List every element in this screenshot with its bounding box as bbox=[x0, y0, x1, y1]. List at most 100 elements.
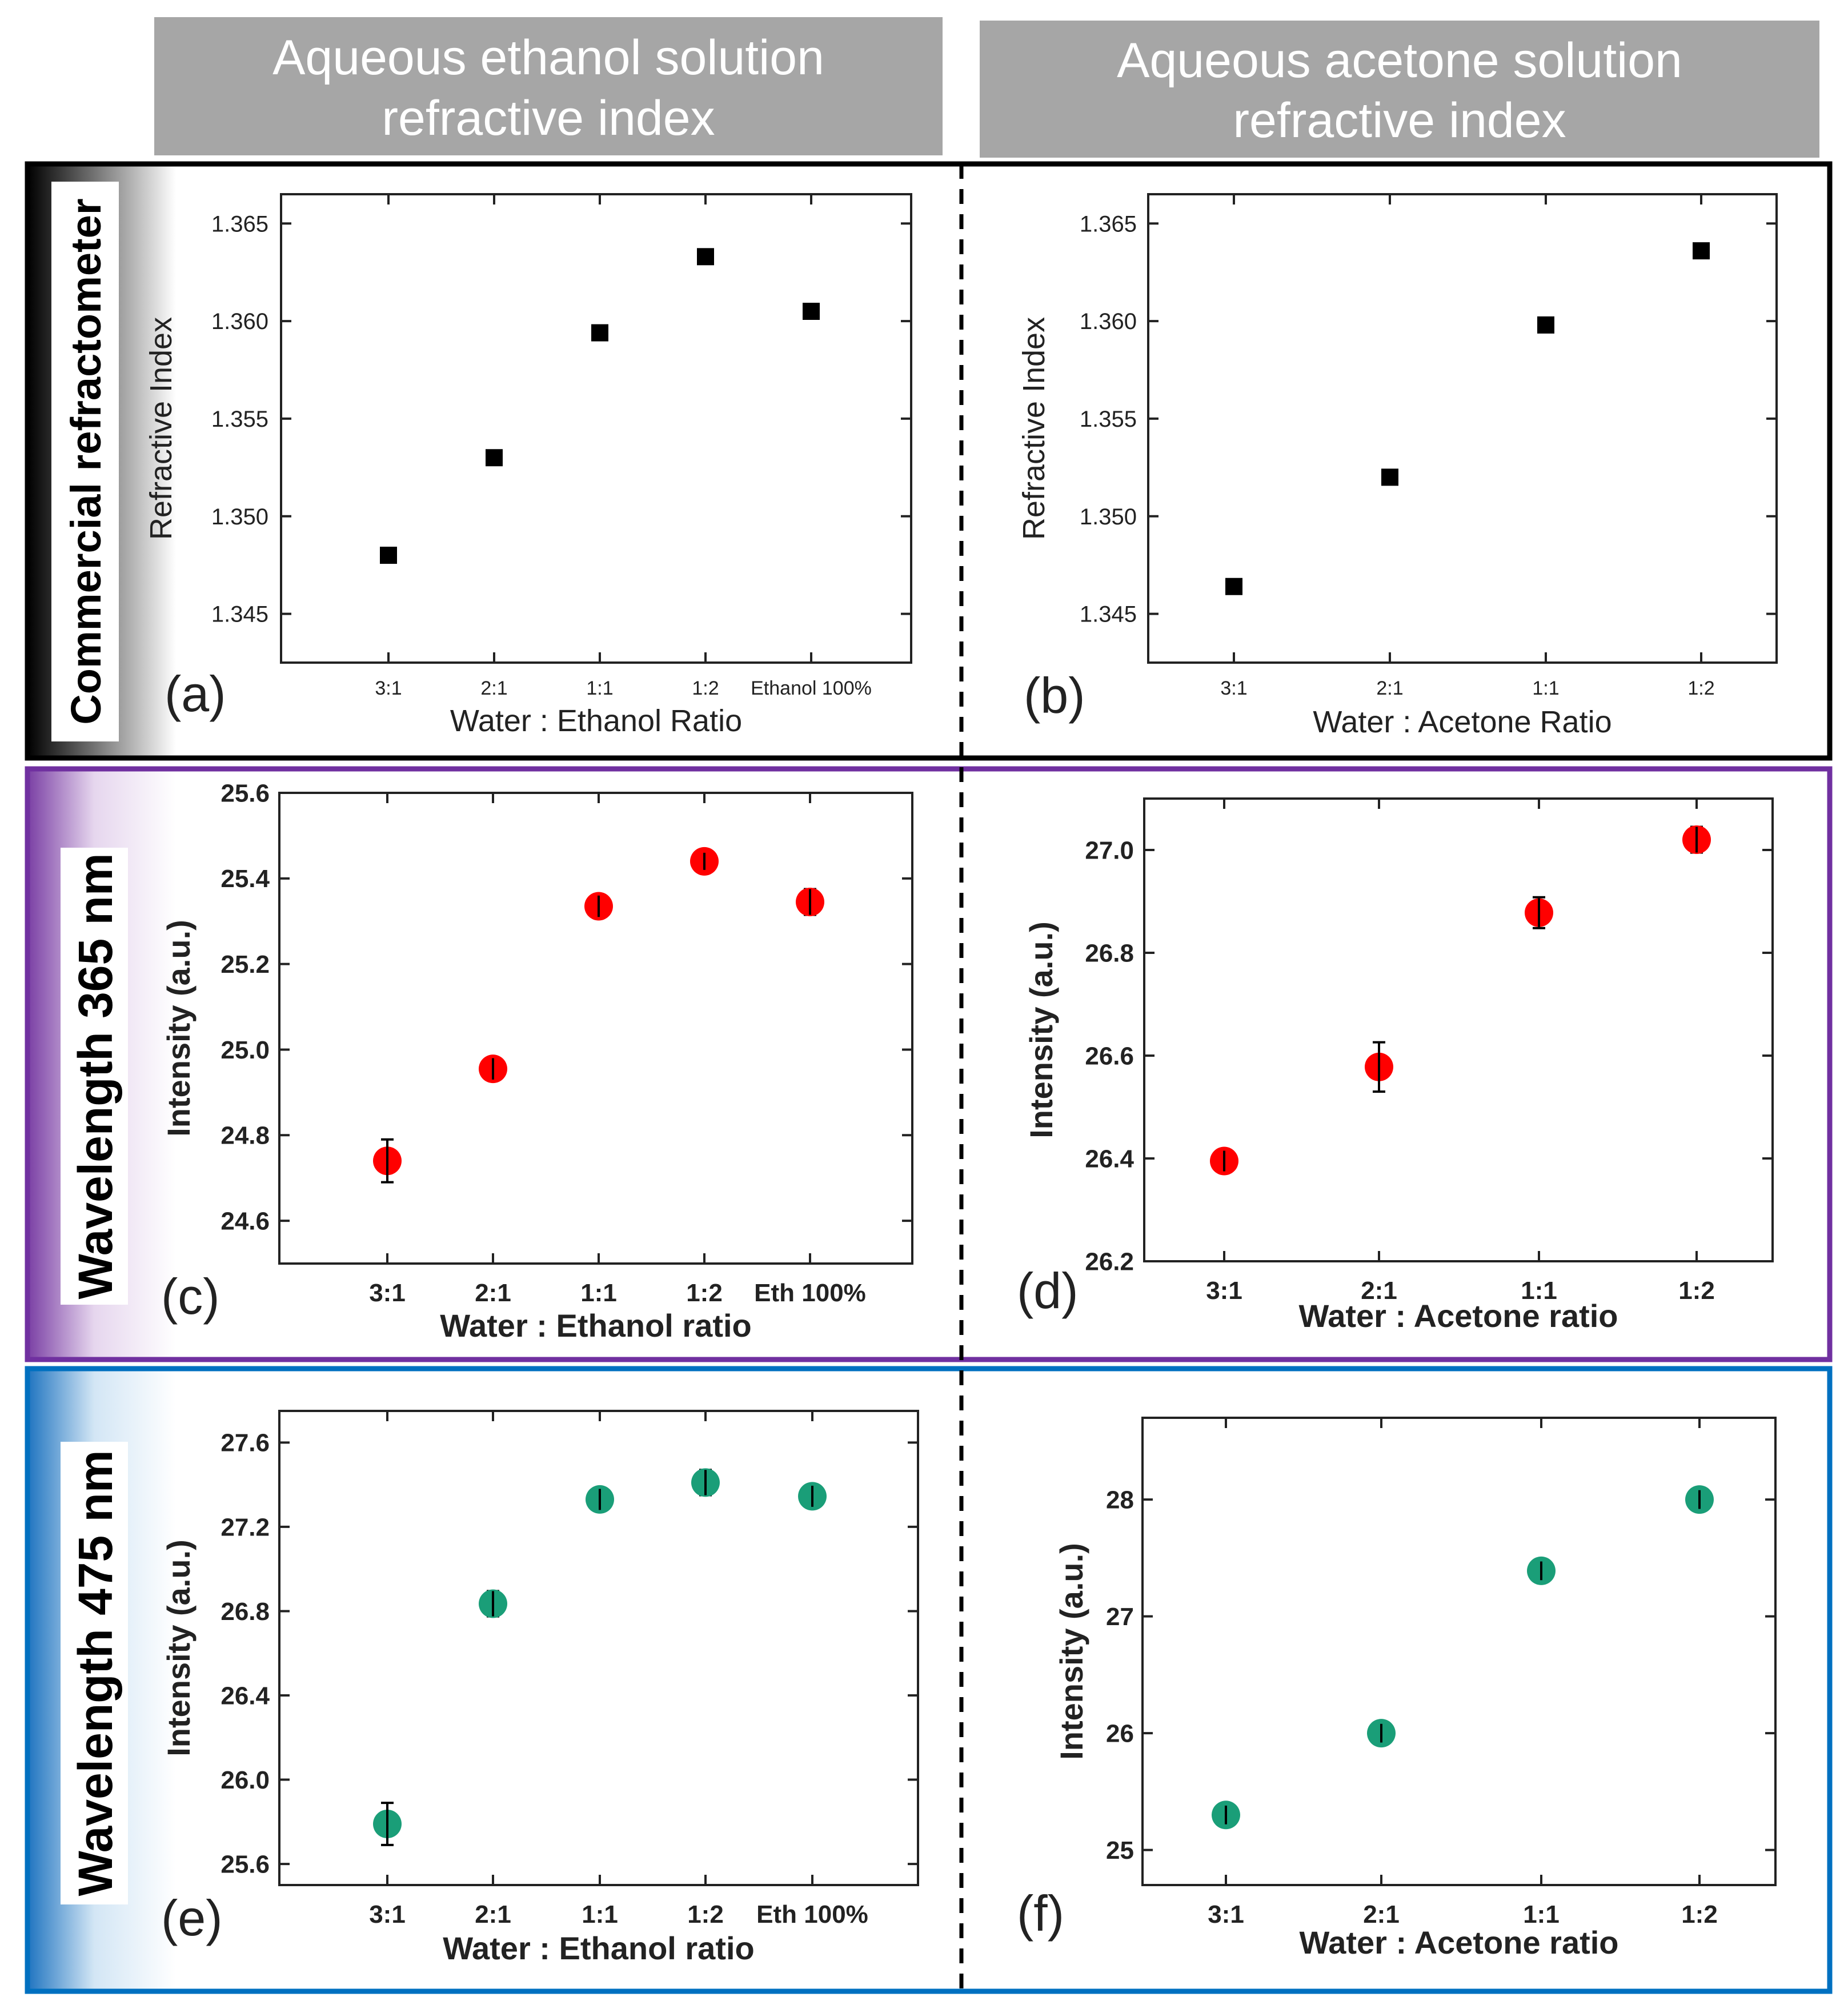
row-2-border bbox=[25, 766, 1833, 1362]
x-axis-title: Water : Acetone ratio bbox=[1299, 1924, 1618, 1960]
plot-frame bbox=[278, 792, 913, 1265]
data-point bbox=[697, 248, 714, 266]
x-tick-label: 1:1 bbox=[1532, 677, 1559, 699]
plot-frame bbox=[1143, 797, 1774, 1262]
x-tick-label: 2:1 bbox=[480, 677, 507, 699]
y-tick-label: 1.365 bbox=[211, 211, 268, 236]
header-right: Aqueous acetone solution refractive inde… bbox=[980, 21, 1819, 158]
y-tick-label: 25.6 bbox=[221, 779, 270, 807]
y-axis-title: Intensity (a.u.) bbox=[161, 920, 197, 1137]
row-3-label-text: Wavelength 475 nm bbox=[69, 1450, 122, 1896]
panel-letter: (c) bbox=[161, 1268, 220, 1325]
header-left: Aqueous ethanol solution refractive inde… bbox=[154, 17, 943, 155]
y-tick-label: 26.2 bbox=[1085, 1248, 1134, 1276]
data-point bbox=[1225, 578, 1242, 595]
header-right-line2: refractive index bbox=[1233, 93, 1566, 148]
data-point bbox=[803, 303, 820, 320]
x-tick-label: 1:1 bbox=[582, 1900, 618, 1928]
x-tick-label: 1:1 bbox=[580, 1279, 617, 1307]
x-tick-label: 1:2 bbox=[1681, 1900, 1718, 1928]
x-tick-label: 1:2 bbox=[692, 677, 719, 699]
x-axis-title: Water : Ethanol Ratio bbox=[450, 704, 742, 738]
header-right-line1: Aqueous acetone solution bbox=[1117, 33, 1682, 88]
y-axis-title: Refractive Index bbox=[1017, 317, 1051, 540]
data-point bbox=[380, 547, 397, 564]
y-axis-title: Intensity (a.u.) bbox=[161, 1539, 197, 1757]
y-tick-label: 26.8 bbox=[221, 1598, 270, 1626]
panel-letter: (a) bbox=[165, 665, 226, 722]
y-tick-label: 25.2 bbox=[221, 951, 270, 979]
panel-e: 25.6 26.0 26.4 26.8 27.2 27.6 3:1 2:1 1:1 1:2 Eth … bbox=[161, 1410, 919, 1966]
panel-letter: (e) bbox=[161, 1890, 223, 1946]
y-tick-label: 27.2 bbox=[221, 1513, 270, 1541]
y-tick-label: 1.345 bbox=[1080, 602, 1137, 627]
x-tick-label: 2:1 bbox=[475, 1900, 511, 1928]
x-tick-label: 2:1 bbox=[1363, 1900, 1400, 1928]
x-tick-label: 1:1 bbox=[1521, 1277, 1557, 1305]
panel-letter: (b) bbox=[1024, 667, 1085, 724]
x-tick-label: Ethanol 100% bbox=[751, 677, 872, 699]
y-tick-label: 26 bbox=[1106, 1720, 1134, 1748]
y-tick-label: 1.360 bbox=[1080, 309, 1137, 334]
panel-c: 24.6 24.8 25.0 25.2 25.4 25.6 3:1 2:1 1:1 1:2 Eth … bbox=[161, 779, 913, 1344]
y-tick-label: 25 bbox=[1106, 1836, 1134, 1864]
plot-frame bbox=[280, 193, 912, 664]
x-tick-label: 3:1 bbox=[375, 677, 402, 699]
panel-f: 25 26 27 28 3:1 2:1 1:1 1:2 Water : Acetone rati… bbox=[1017, 1417, 1777, 1960]
plot-frame bbox=[1141, 1417, 1777, 1886]
y-tick-label: 1.355 bbox=[1080, 407, 1137, 432]
panel-a: 1.345 1.350 1.355 1.360 1.365 3:1 2:1 1:1 1:2 Eth… bbox=[144, 193, 912, 738]
x-tick-label: Eth 100% bbox=[754, 1279, 866, 1307]
x-axis-title: Water : Acetone ratio bbox=[1298, 1298, 1618, 1334]
row-1-label: Commercial refractometer bbox=[51, 182, 119, 741]
row-1-border bbox=[25, 161, 1833, 761]
y-tick-label: 1.365 bbox=[1080, 211, 1137, 236]
header-left-line1: Aqueous ethanol solution bbox=[272, 30, 824, 85]
x-tick-label: 1:2 bbox=[1687, 677, 1714, 699]
x-tick-label: 2:1 bbox=[1361, 1277, 1397, 1305]
y-tick-label: 25.4 bbox=[221, 865, 270, 893]
y-axis-title: Intensity (a.u.) bbox=[1053, 1543, 1089, 1760]
data-point bbox=[591, 324, 608, 342]
y-tick-label: 1.360 bbox=[211, 309, 268, 334]
x-tick-label: 1:1 bbox=[1523, 1900, 1560, 1928]
y-tick-label: 25.6 bbox=[221, 1851, 270, 1879]
row-1-label-text: Commercial refractometer bbox=[62, 198, 110, 724]
panel-letter: (d) bbox=[1017, 1262, 1079, 1319]
data-point bbox=[486, 449, 503, 467]
y-axis-title: Intensity (a.u.) bbox=[1023, 921, 1059, 1138]
x-tick-label: 3:1 bbox=[1208, 1900, 1244, 1928]
row-2-label-text: Wavelength 365 nm bbox=[69, 853, 122, 1299]
y-tick-label: 27.6 bbox=[221, 1429, 270, 1457]
header-left-line2: refractive index bbox=[382, 91, 715, 146]
x-tick-label: 1:1 bbox=[586, 677, 613, 699]
row-3-border bbox=[25, 1366, 1833, 1994]
y-axis-title: Refractive Index bbox=[144, 317, 178, 540]
y-tick-label: 27 bbox=[1106, 1603, 1134, 1631]
y-tick-label: 1.350 bbox=[211, 504, 268, 530]
panel-letter: (f) bbox=[1017, 1885, 1064, 1942]
y-tick-label: 1.345 bbox=[211, 602, 268, 627]
panel-b: 1.345 1.350 1.355 1.360 1.365 3:1 2:1 1:1 1:2 Wat… bbox=[1017, 193, 1778, 739]
y-tick-label: 26.6 bbox=[1085, 1042, 1134, 1070]
x-tick-label: 3:1 bbox=[369, 1900, 406, 1928]
x-tick-label: 3:1 bbox=[1220, 677, 1247, 699]
y-tick-label: 28 bbox=[1106, 1486, 1134, 1514]
x-tick-label: 1:2 bbox=[686, 1279, 723, 1307]
panel-d: 26.2 26.4 26.6 26.8 27.0 3:1 2:1 1:1 1:2 Water : … bbox=[1017, 797, 1774, 1334]
x-tick-label: Eth 100% bbox=[756, 1900, 868, 1928]
plot-frame bbox=[1147, 193, 1778, 664]
row-3-label: Wavelength 475 nm bbox=[61, 1442, 128, 1904]
x-tick-label: 2:1 bbox=[1376, 677, 1403, 699]
y-tick-label: 24.6 bbox=[221, 1207, 270, 1235]
x-tick-label: 2:1 bbox=[475, 1279, 511, 1307]
y-tick-label: 26.0 bbox=[221, 1766, 270, 1794]
x-axis-title: Water : Acetone Ratio bbox=[1313, 705, 1612, 739]
plot-frame bbox=[278, 1410, 919, 1886]
data-point bbox=[1537, 316, 1554, 334]
y-tick-label: 27.0 bbox=[1085, 836, 1134, 864]
data-point bbox=[1381, 468, 1398, 486]
y-tick-label: 26.4 bbox=[221, 1682, 270, 1710]
x-axis-title: Water : Ethanol ratio bbox=[443, 1930, 755, 1966]
